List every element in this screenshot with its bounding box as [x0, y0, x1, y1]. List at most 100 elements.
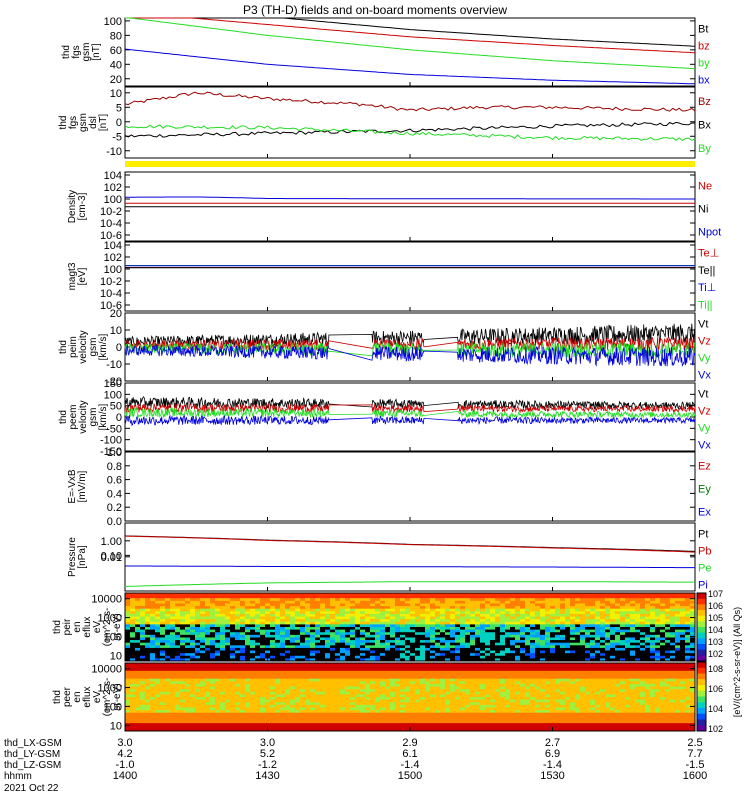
spectrogram-cell — [325, 650, 331, 654]
legend-entry: Vt — [698, 389, 708, 401]
spectrogram-cell — [155, 668, 161, 672]
spectrogram-cell — [670, 637, 676, 641]
spectrogram-cell — [330, 611, 336, 615]
spectrogram-cell — [305, 598, 311, 602]
spectrogram-cell — [330, 694, 336, 698]
spectrogram-cell — [295, 728, 301, 732]
spectrogram-cell — [530, 613, 536, 617]
spectrogram-cell — [380, 707, 386, 711]
spectrogram-cell — [145, 691, 151, 695]
spectrogram-cell — [365, 632, 371, 636]
spectrogram-cell — [610, 595, 616, 599]
spectrogram-cell — [660, 629, 666, 633]
spectrogram-cell — [390, 670, 396, 674]
spectrogram-cell — [130, 725, 136, 729]
spectrogram-cell — [145, 663, 151, 667]
spectrogram-cell — [360, 593, 366, 597]
panel-frame — [124, 86, 696, 159]
spectrogram-cell — [605, 598, 611, 602]
spectrogram-cell — [205, 621, 211, 625]
spectrogram-cell — [190, 683, 196, 687]
spectrogram-cell — [250, 608, 256, 612]
spectrogram-cell — [375, 653, 381, 657]
spectrogram-cell — [465, 670, 471, 674]
spectrogram-cell — [575, 640, 581, 644]
spectrogram-cell — [665, 627, 671, 631]
spectrogram-cell — [300, 678, 306, 682]
spectrogram-cell — [235, 689, 241, 693]
spectrogram-cell — [550, 598, 556, 602]
spectrogram-cell — [620, 642, 626, 646]
spectrogram-cell — [625, 627, 631, 631]
spectrogram-cell — [230, 665, 236, 669]
spectrogram-cell — [275, 600, 281, 604]
spectrogram-cell — [125, 637, 131, 641]
spectrogram-cell — [280, 598, 286, 602]
spectrogram-cell — [330, 655, 336, 659]
spectrogram-cell — [315, 704, 321, 708]
spectrogram-cell — [345, 673, 351, 677]
spectrogram-cell — [245, 634, 251, 638]
spectrogram-cell — [400, 728, 406, 732]
spectrogram-cell — [425, 670, 431, 674]
spectrogram-cell — [370, 600, 376, 604]
spectrogram-cell — [270, 650, 276, 654]
spectrogram-cell — [320, 650, 326, 654]
spectrogram-cell — [320, 720, 326, 724]
spectrogram-cell — [630, 642, 636, 646]
spectrogram-cell — [250, 627, 256, 631]
spectrogram-cell — [680, 606, 686, 610]
spectrogram-cell — [290, 629, 296, 633]
spectrogram-cell — [215, 642, 221, 646]
spectrogram-cell — [480, 611, 486, 615]
spectrogram-cell — [455, 686, 461, 690]
spectrogram-cell — [365, 712, 371, 716]
spectrogram-cell — [265, 717, 271, 721]
spectrogram-cell — [290, 702, 296, 706]
spectrogram-cell — [250, 624, 256, 628]
spectrogram-cell — [235, 670, 241, 674]
spectrogram-cell — [205, 642, 211, 646]
spectrogram-cell — [375, 710, 381, 714]
spectrogram-cell — [530, 624, 536, 628]
spectrogram-cell — [125, 717, 131, 721]
spectrogram-cell — [560, 616, 566, 620]
spectrogram-cell — [195, 647, 201, 651]
spectrogram-cell — [360, 710, 366, 714]
spectrogram-cell — [380, 658, 386, 662]
spectrogram-cell — [310, 619, 316, 623]
spectrogram-cell — [140, 650, 146, 654]
spectrogram-cell — [170, 678, 176, 682]
spectrogram-cell — [270, 715, 276, 719]
spectrogram-cell — [160, 629, 166, 633]
spectrogram-cell — [395, 668, 401, 672]
spectrogram-cell — [550, 645, 556, 649]
spectrogram-cell — [600, 642, 606, 646]
spectrogram-cell — [620, 658, 626, 662]
spectrogram-cell — [160, 634, 166, 638]
spectrogram-cell — [395, 699, 401, 703]
spectrogram-cell — [130, 611, 136, 615]
spectrogram-cell — [280, 720, 286, 724]
spectrogram-cell — [595, 627, 601, 631]
spectrogram-cell — [305, 637, 311, 641]
spectrogram-cell — [670, 595, 676, 599]
spectrogram-cell — [275, 624, 281, 628]
spectrogram-cell — [425, 712, 431, 716]
spectrogram-cell — [310, 678, 316, 682]
spectrogram-cell — [690, 647, 696, 651]
spectrogram-cell — [150, 725, 156, 729]
spectrogram-cell — [180, 689, 186, 693]
spectrogram-cell — [135, 720, 141, 724]
spectrogram-cell — [580, 632, 586, 636]
spectrogram-cell — [480, 629, 486, 633]
spectrogram-cell — [170, 634, 176, 638]
spectrogram-cell — [655, 640, 661, 644]
spectrogram-cell — [365, 723, 371, 727]
spectrogram-cell — [150, 723, 156, 727]
spectrogram-cell — [245, 619, 251, 623]
spectrogram-cell — [525, 619, 531, 623]
spectrogram-cell — [145, 627, 151, 631]
spectrogram-cell — [260, 642, 266, 646]
spectrogram-cell — [175, 634, 181, 638]
